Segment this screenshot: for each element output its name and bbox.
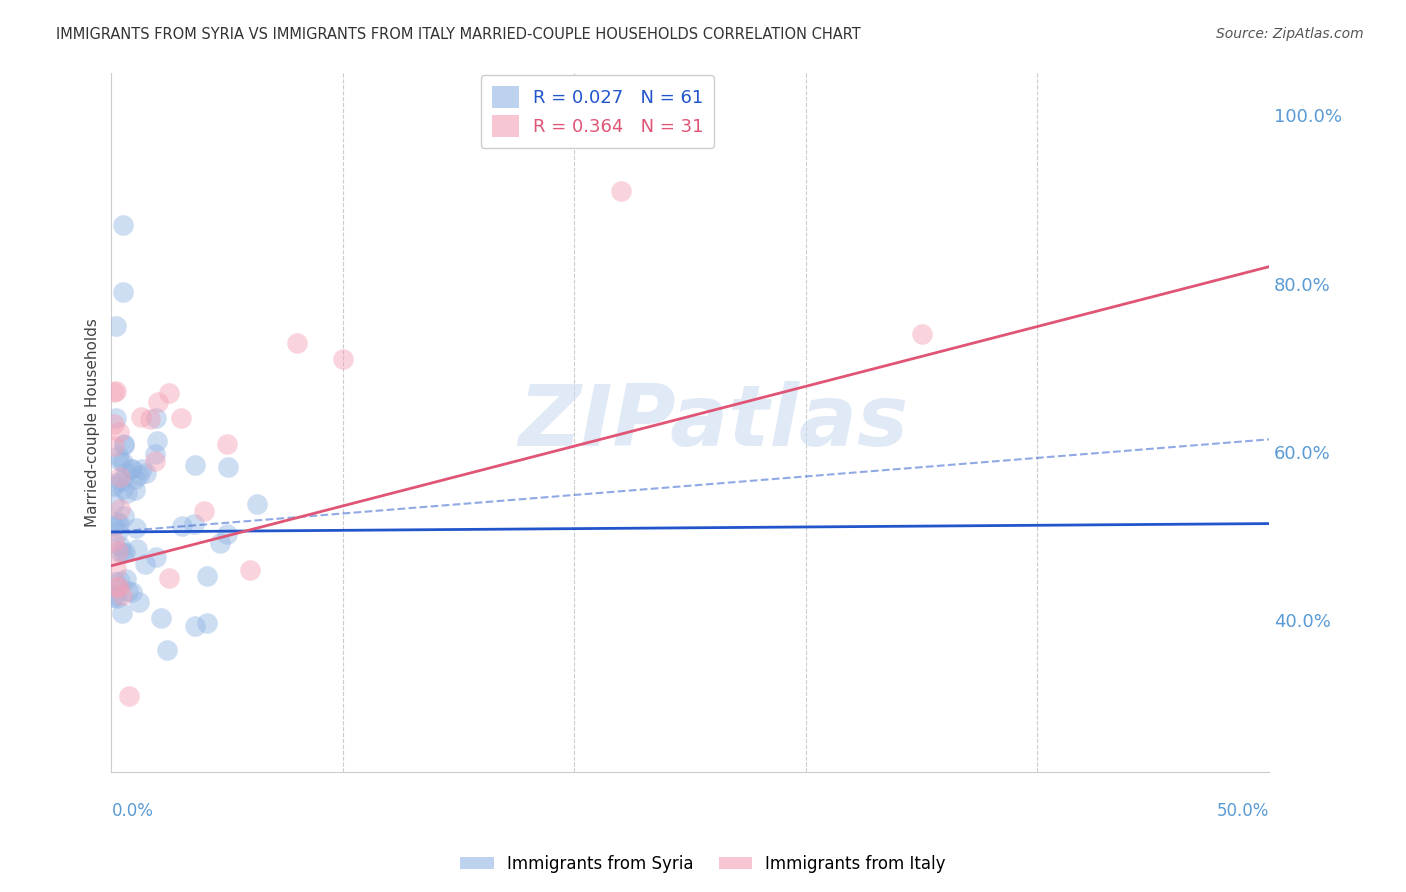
Point bbox=[124, 483, 146, 497]
Text: Source: ZipAtlas.com: Source: ZipAtlas.com bbox=[1216, 27, 1364, 41]
Point bbox=[104, 561, 127, 575]
Point bbox=[134, 557, 156, 571]
Point bbox=[111, 588, 134, 602]
Point bbox=[110, 474, 132, 488]
Text: 0.0%: 0.0% bbox=[111, 802, 153, 820]
Point bbox=[105, 411, 128, 425]
Point bbox=[184, 619, 207, 633]
Point bbox=[125, 521, 148, 535]
Point bbox=[118, 690, 141, 704]
Point bbox=[114, 572, 136, 586]
Point bbox=[121, 462, 143, 476]
Text: IMMIGRANTS FROM SYRIA VS IMMIGRANTS FROM ITALY MARRIED-COUPLE HOUSEHOLDS CORRELA: IMMIGRANTS FROM SYRIA VS IMMIGRANTS FROM… bbox=[56, 27, 860, 42]
Point bbox=[117, 583, 139, 598]
Point bbox=[911, 327, 934, 342]
Point bbox=[108, 574, 131, 588]
Text: 50.0%: 50.0% bbox=[1216, 802, 1270, 820]
Point bbox=[138, 412, 160, 426]
Point bbox=[104, 574, 127, 589]
Point bbox=[115, 485, 138, 500]
Point bbox=[108, 544, 131, 558]
Legend: Immigrants from Syria, Immigrants from Italy: Immigrants from Syria, Immigrants from I… bbox=[454, 848, 952, 880]
Point bbox=[104, 318, 127, 333]
Point bbox=[156, 643, 179, 657]
Point bbox=[145, 411, 167, 425]
Point bbox=[239, 563, 262, 577]
Point bbox=[124, 472, 146, 486]
Point bbox=[332, 352, 354, 367]
Point bbox=[193, 504, 215, 518]
Point bbox=[103, 588, 125, 602]
Point bbox=[105, 515, 128, 529]
Point bbox=[103, 439, 125, 453]
Point bbox=[157, 571, 180, 585]
Point bbox=[145, 549, 167, 564]
Point bbox=[121, 585, 143, 599]
Point bbox=[112, 438, 135, 452]
Point bbox=[217, 436, 239, 450]
Point bbox=[285, 335, 308, 350]
Point bbox=[135, 466, 157, 480]
Point bbox=[115, 466, 138, 480]
Point bbox=[108, 453, 131, 467]
Point bbox=[103, 590, 125, 604]
Point bbox=[114, 544, 136, 558]
Point bbox=[103, 495, 125, 509]
Point bbox=[107, 425, 129, 439]
Point bbox=[183, 516, 205, 531]
Point bbox=[131, 462, 153, 476]
Point bbox=[107, 544, 129, 558]
Point bbox=[172, 518, 194, 533]
Point bbox=[105, 580, 128, 594]
Point bbox=[108, 516, 131, 531]
Y-axis label: Married-couple Households: Married-couple Households bbox=[86, 318, 100, 527]
Point bbox=[108, 502, 131, 516]
Text: ZIPatlas: ZIPatlas bbox=[519, 381, 908, 464]
Point bbox=[103, 519, 125, 533]
Point bbox=[112, 285, 135, 299]
Point bbox=[127, 541, 149, 556]
Point bbox=[143, 454, 166, 468]
Point bbox=[103, 533, 125, 548]
Point bbox=[120, 462, 142, 476]
Point bbox=[111, 546, 134, 560]
Point bbox=[146, 394, 169, 409]
Point bbox=[108, 580, 131, 594]
Point bbox=[111, 455, 134, 469]
Point bbox=[111, 482, 134, 496]
Point bbox=[108, 470, 131, 484]
Point bbox=[170, 411, 193, 425]
Point bbox=[110, 539, 132, 553]
Point bbox=[609, 184, 631, 198]
Point bbox=[107, 449, 129, 463]
Point bbox=[246, 497, 269, 511]
Point bbox=[103, 417, 125, 432]
Point bbox=[217, 459, 239, 474]
Point bbox=[105, 591, 128, 606]
Point bbox=[143, 447, 166, 461]
Point bbox=[107, 524, 129, 539]
Point bbox=[195, 568, 218, 582]
Point bbox=[103, 385, 125, 400]
Point bbox=[111, 606, 134, 620]
Point bbox=[195, 615, 218, 630]
Point bbox=[104, 384, 127, 398]
Point bbox=[128, 468, 150, 483]
Point bbox=[215, 526, 238, 541]
Point bbox=[208, 536, 231, 550]
Point bbox=[149, 610, 172, 624]
Point bbox=[129, 410, 152, 425]
Point bbox=[157, 386, 180, 401]
Point bbox=[112, 218, 135, 232]
Point bbox=[112, 437, 135, 451]
Point bbox=[184, 458, 207, 473]
Point bbox=[104, 475, 127, 490]
Point bbox=[112, 508, 135, 523]
Point bbox=[128, 595, 150, 609]
Point bbox=[146, 434, 169, 448]
Point bbox=[103, 478, 125, 492]
Legend: R = 0.027   N = 61, R = 0.364   N = 31: R = 0.027 N = 61, R = 0.364 N = 31 bbox=[481, 75, 714, 148]
